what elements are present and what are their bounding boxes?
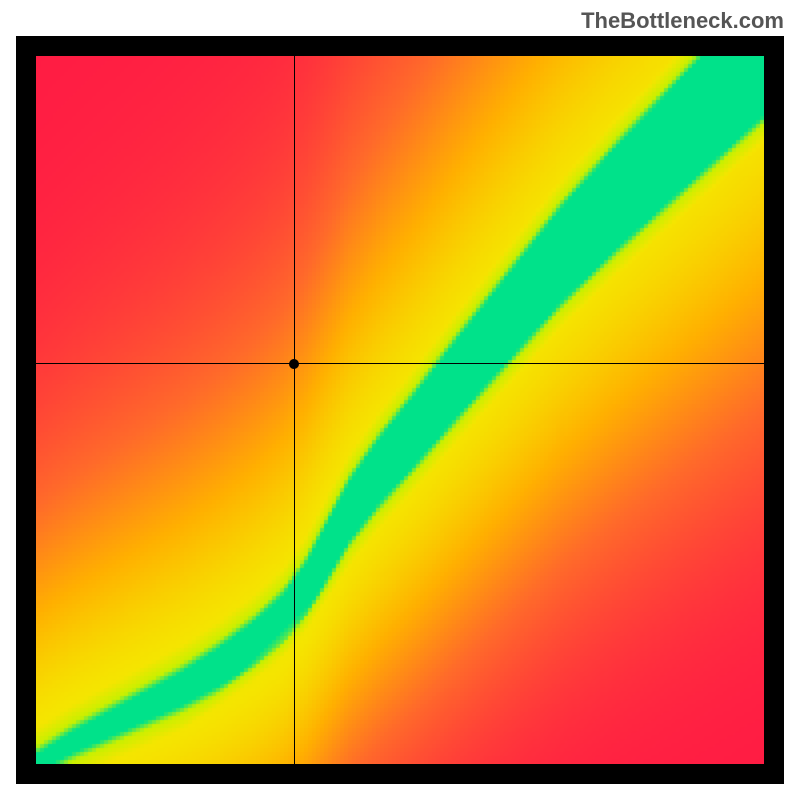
heatmap-canvas [36, 56, 764, 764]
watermark: TheBottleneck.com [581, 8, 784, 34]
crosshair-horizontal [36, 363, 764, 364]
crosshair-vertical [294, 56, 295, 764]
chart-frame [16, 36, 784, 784]
